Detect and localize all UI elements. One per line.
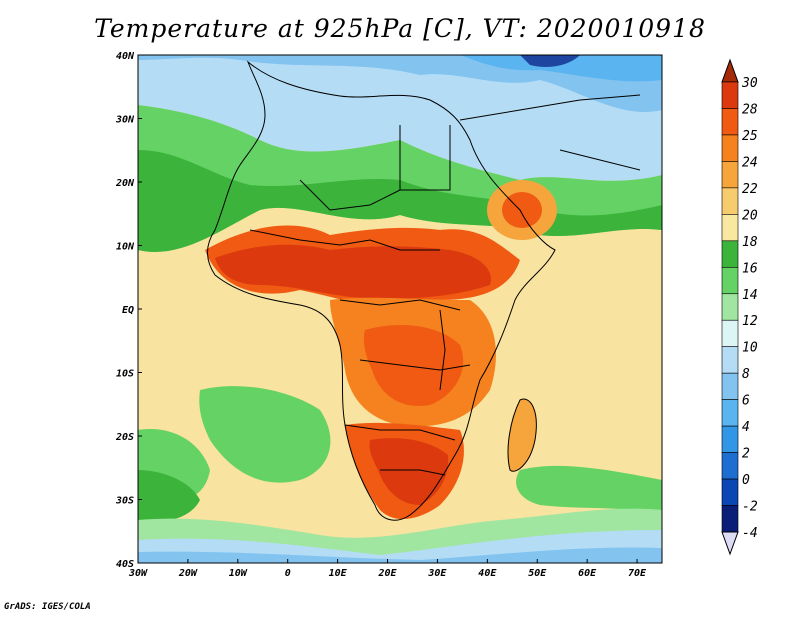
colorbar-label: 12 bbox=[742, 314, 758, 329]
colorbar-label: 8 bbox=[742, 367, 750, 382]
lon-tick-label: 60E bbox=[578, 568, 597, 579]
lat-tick-label: 30S bbox=[115, 496, 134, 507]
lat-tick-label: 30N bbox=[115, 115, 135, 126]
colorbar-box bbox=[721, 452, 739, 480]
lat-tick-label: 20N bbox=[115, 178, 135, 189]
latitude-axis: 40N 30N 20N 10N EQ 10S 20S 30S 40S bbox=[115, 51, 142, 570]
colorbar-bottom-triangle bbox=[721, 531, 739, 556]
colorbar-top-triangle bbox=[721, 58, 739, 83]
lon-tick-label: 50E bbox=[528, 568, 547, 579]
colorbar-box bbox=[721, 346, 739, 374]
colorbar-label: 28 bbox=[742, 102, 758, 117]
colorbar-box bbox=[721, 293, 739, 321]
colorbar-box bbox=[721, 108, 739, 136]
colorbar-box bbox=[721, 134, 739, 162]
colorbar-box bbox=[721, 505, 739, 533]
lon-tick-label: 0 bbox=[285, 568, 291, 579]
lat-tick-label: 40N bbox=[116, 51, 135, 62]
colorbar-label: 14 bbox=[742, 288, 758, 303]
colorbar-label: 2 bbox=[742, 447, 750, 462]
lon-tick-label: 70E bbox=[628, 568, 647, 579]
colorbar-label: 25 bbox=[742, 129, 758, 144]
colorbar-box bbox=[721, 214, 739, 242]
longitude-axis: 30W 20W 10W 0 10E 20E 30E 40E 50E 60E 70E bbox=[128, 559, 647, 579]
lat-tick-label: EQ bbox=[122, 305, 134, 316]
colorbar-box bbox=[721, 266, 739, 295]
colorbar-label: 24 bbox=[742, 155, 758, 170]
lat-tick-label: 20S bbox=[115, 432, 134, 443]
colorbar-label: 10 bbox=[742, 341, 758, 356]
colorbar-box bbox=[721, 425, 739, 453]
colorbar-box bbox=[721, 319, 739, 348]
colorbar-label: -4 bbox=[742, 526, 758, 541]
colorbar-box bbox=[721, 81, 739, 109]
colorbar-box bbox=[721, 240, 739, 268]
colorbar-label: 22 bbox=[742, 182, 758, 197]
colorbar-label: 20 bbox=[742, 208, 758, 223]
colorbar-label: 0 bbox=[742, 473, 750, 488]
lat-tick-label: 40S bbox=[116, 559, 134, 570]
colorbar-box bbox=[721, 372, 739, 400]
lon-tick-label: 30E bbox=[427, 568, 447, 579]
colorbar-label: -2 bbox=[742, 500, 758, 515]
lon-tick-label: 10W bbox=[229, 568, 248, 579]
colorbar-box bbox=[721, 399, 739, 427]
credit-label: GrADS: IGES/COLA bbox=[4, 602, 91, 612]
colorbar-label: 4 bbox=[742, 420, 750, 435]
lon-tick-label: 10E bbox=[329, 568, 348, 579]
colorbar-box bbox=[721, 187, 739, 215]
lon-tick-label: 20E bbox=[377, 568, 397, 579]
colorbar-label: 30 bbox=[741, 76, 758, 91]
lon-tick-label: 30W bbox=[128, 568, 148, 579]
colorbar-box bbox=[721, 161, 739, 189]
colorbar-box bbox=[721, 478, 739, 506]
map-title: Temperature at 925hPa [C], VT: 202001091… bbox=[94, 14, 706, 43]
coastlines bbox=[207, 60, 641, 521]
lat-tick-label: 10N bbox=[116, 242, 135, 253]
lon-tick-label: 40E bbox=[478, 568, 497, 579]
colorbar-label: 18 bbox=[742, 235, 758, 250]
lat-tick-label: 10S bbox=[116, 369, 134, 380]
colorbar-label: 16 bbox=[742, 261, 758, 276]
colorbar-label: 6 bbox=[742, 394, 750, 409]
lon-tick-label: 20W bbox=[178, 568, 198, 579]
